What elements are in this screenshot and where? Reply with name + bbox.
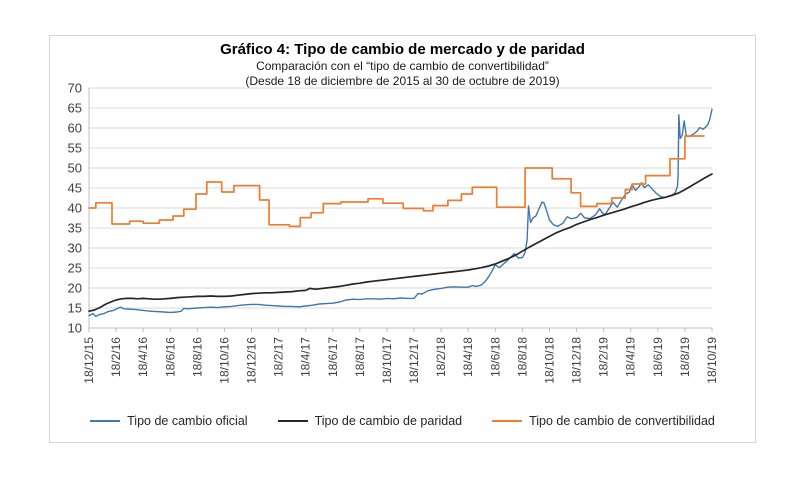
x-axis-label-0: 18/12/15 <box>82 337 96 384</box>
chart-title: Gráfico 4: Tipo de cambio de mercado y d… <box>220 41 585 58</box>
x-axis-label-4: 18/8/16 <box>190 337 204 377</box>
x-axis-label-8: 18/4/17 <box>299 337 313 377</box>
x-axis-label-3: 18/6/16 <box>163 337 177 377</box>
x-axis-label-23: 18/10/19 <box>705 337 719 384</box>
x-axis-label-11: 18/10/17 <box>380 337 394 384</box>
legend-item-2: Tipo de cambio de convertibilidad <box>492 414 715 428</box>
x-axis-label-10: 18/8/17 <box>353 337 367 377</box>
x-axis-label-21: 18/6/19 <box>651 337 665 377</box>
x-axis-label-19: 18/2/19 <box>597 337 611 377</box>
x-axis-label-22: 18/8/19 <box>678 337 692 377</box>
y-axis-label-50: 50 <box>68 161 82 176</box>
y-axis-label-70: 70 <box>68 81 82 96</box>
legend-line-swatch-0 <box>90 420 121 422</box>
y-axis-label-25: 25 <box>68 261 82 276</box>
y-axis-label-40: 40 <box>68 201 82 216</box>
x-axis-label-7: 18/2/17 <box>272 337 286 377</box>
y-axis-label-30: 30 <box>68 241 82 256</box>
x-axis-label-6: 18/12/16 <box>245 337 259 384</box>
x-axis-label-5: 18/10/16 <box>217 337 231 384</box>
series-line-1 <box>88 173 713 313</box>
chart-legend: Tipo de cambio oficial Tipo de cambio de … <box>50 414 755 428</box>
legend-item-1: Tipo de cambio de paridad <box>277 414 463 428</box>
x-axis-label-13: 18/2/18 <box>434 337 448 377</box>
series-line-2 <box>88 135 705 228</box>
legend-item-0: Tipo de cambio oficial <box>90 414 248 428</box>
legend-label-1: Tipo de cambio de paridad <box>314 414 463 428</box>
x-axis-label-1: 18/2/16 <box>109 337 123 377</box>
chart-subtitle-line2: (Desde 18 de diciembre de 2015 al 30 de … <box>245 74 560 88</box>
y-axis-label-35: 35 <box>68 221 82 236</box>
legend-label-2: Tipo de cambio de convertibilidad <box>529 414 715 428</box>
x-axis-label-14: 18/4/18 <box>461 337 475 377</box>
y-axis-label-20: 20 <box>68 281 82 296</box>
y-axis-label-65: 65 <box>68 101 82 116</box>
chart-title-block: Gráfico 4: Tipo de cambio de mercado y d… <box>50 41 755 89</box>
y-axis-label-10: 10 <box>68 321 82 336</box>
y-axis-label-55: 55 <box>68 141 82 156</box>
x-axis-label-9: 18/6/17 <box>326 337 340 377</box>
x-axis-label-18: 18/12/18 <box>570 337 584 384</box>
x-axis-label-16: 18/8/18 <box>515 337 529 377</box>
y-axis-label-15: 15 <box>68 301 82 316</box>
y-axis-label-60: 60 <box>68 121 82 136</box>
x-axis-label-15: 18/6/18 <box>488 337 502 377</box>
x-axis-label-17: 18/10/18 <box>542 337 556 384</box>
chart-container: 10 15 20 25 30 35 40 45 50 55 60 65 70 18/12/15 18/2/1… <box>49 35 756 443</box>
y-axis-label-45: 45 <box>68 181 82 196</box>
x-axis-label-12: 18/12/17 <box>407 337 421 384</box>
series-line-0 <box>88 108 713 318</box>
legend-label-0: Tipo de cambio oficial <box>127 414 248 428</box>
x-axis-label-2: 18/4/16 <box>136 337 150 377</box>
plot-area: 10 15 20 25 30 35 40 45 50 55 60 65 70 18/12/15 18/2/1… <box>68 81 719 384</box>
chart-subtitle-line1: Comparación con el “tipo de cambio de co… <box>256 59 549 73</box>
x-axis-label-20: 18/4/19 <box>624 337 638 377</box>
legend-line-swatch-1 <box>277 420 308 422</box>
legend-line-swatch-2 <box>492 420 523 422</box>
